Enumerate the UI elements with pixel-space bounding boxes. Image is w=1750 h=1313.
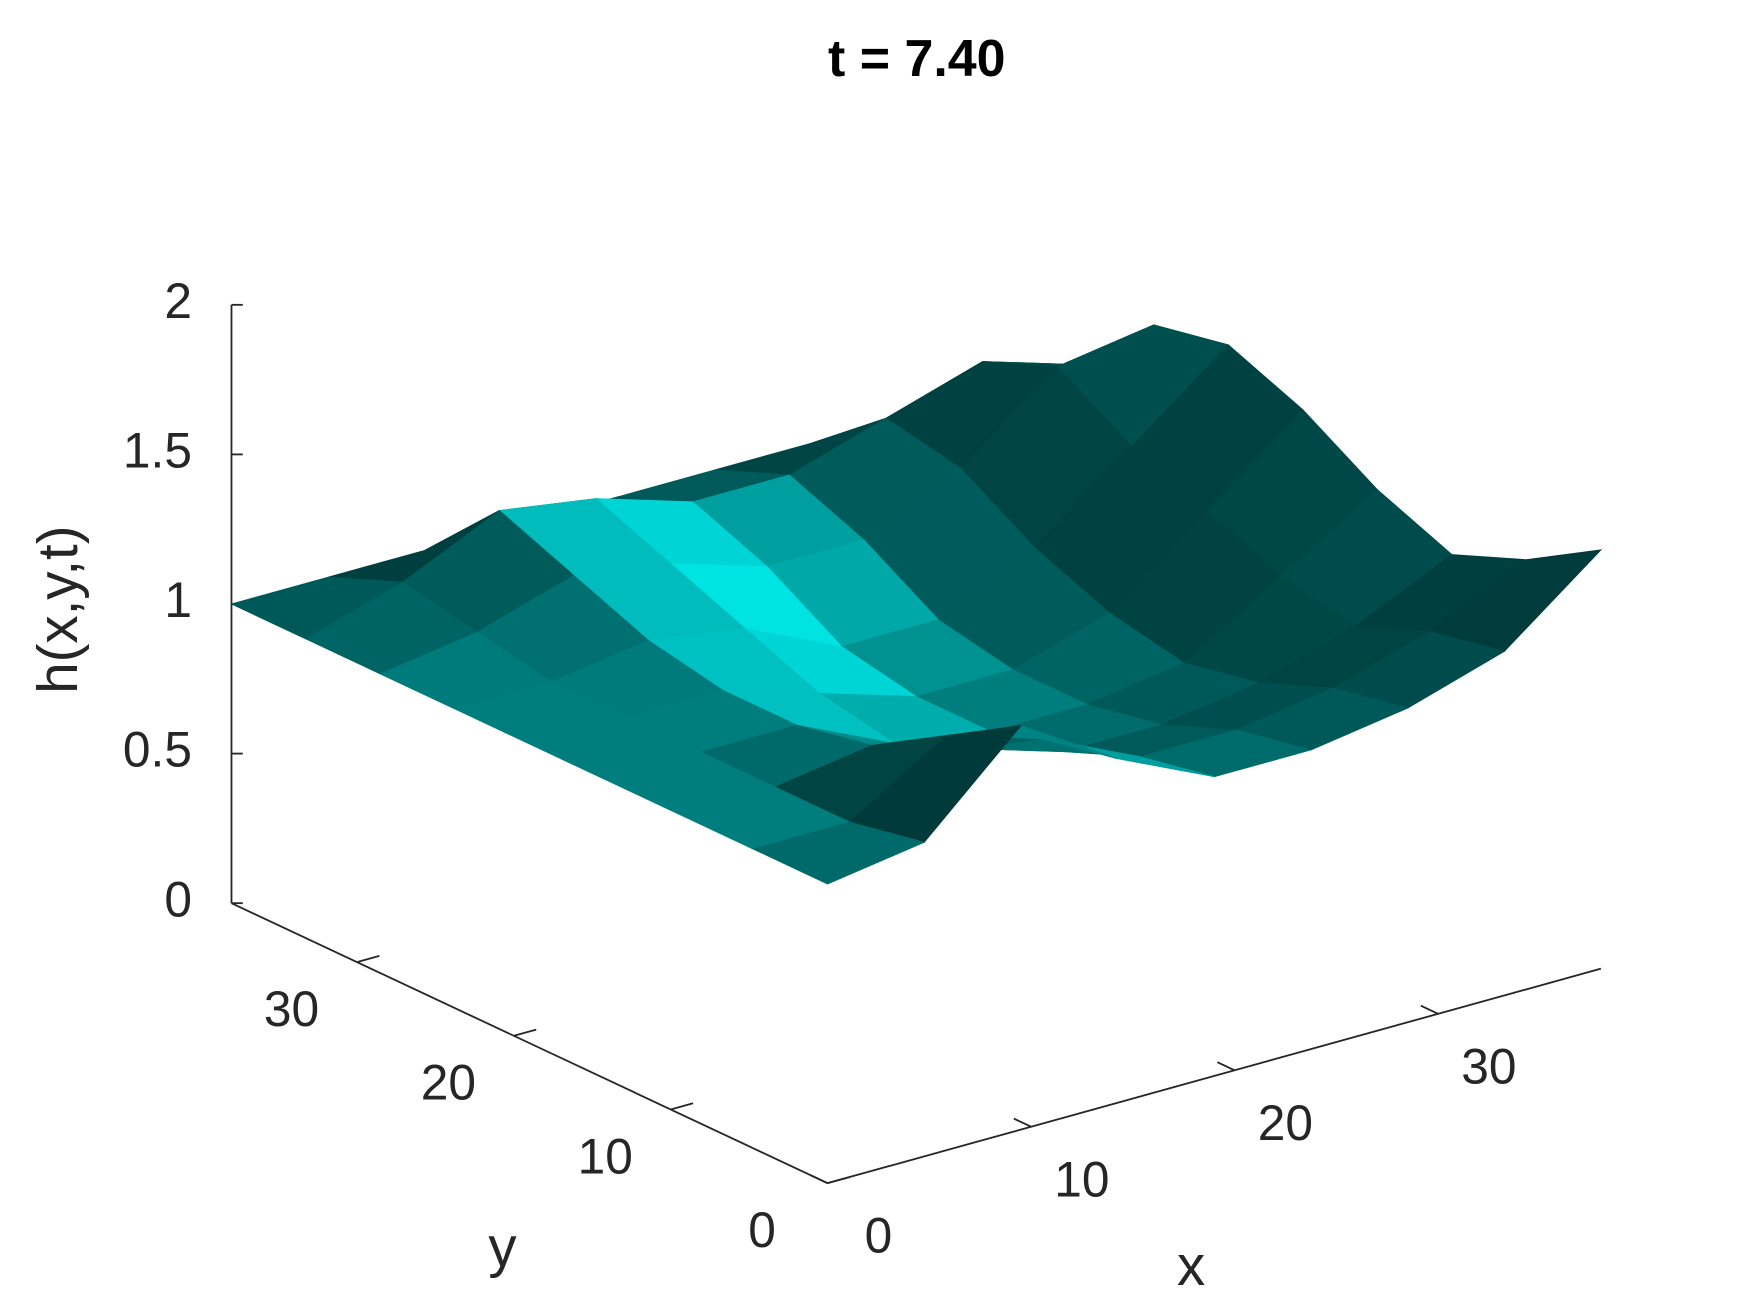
z-axis-label: h(x,y,t) [26,526,89,694]
x-tick [1013,1117,1032,1128]
z-tick-label: 2 [164,273,192,329]
x-axis-label: x [1177,1234,1205,1297]
x-tick-label: 10 [1054,1151,1109,1207]
z-tick-label: 1.5 [123,423,192,479]
x-axis [827,967,1602,1185]
x-tick [1216,1061,1235,1072]
y-tick-label: 30 [264,981,319,1037]
chart-title: t = 7.40 [828,30,1006,88]
x-tick-label: 0 [865,1208,893,1264]
y-tick [356,955,380,963]
z-tick-label: 0.5 [123,722,192,778]
y-axis-label: y [488,1215,517,1278]
x-tick-label: 20 [1258,1095,1313,1151]
y-tick [827,1176,851,1185]
z-tick-label: 0 [164,871,192,927]
x-tick [809,1174,828,1184]
y-axis [231,902,828,1184]
x-tick [1420,1004,1439,1015]
y-tick [513,1028,537,1037]
y-tick [670,1102,694,1111]
surface-patch [751,821,926,885]
x-tick-label: 30 [1461,1038,1516,1094]
z-tick-label: 1 [164,572,192,628]
y-tick-label: 10 [578,1128,633,1184]
y-tick-label: 0 [748,1202,776,1258]
y-tick-label: 20 [421,1055,476,1111]
